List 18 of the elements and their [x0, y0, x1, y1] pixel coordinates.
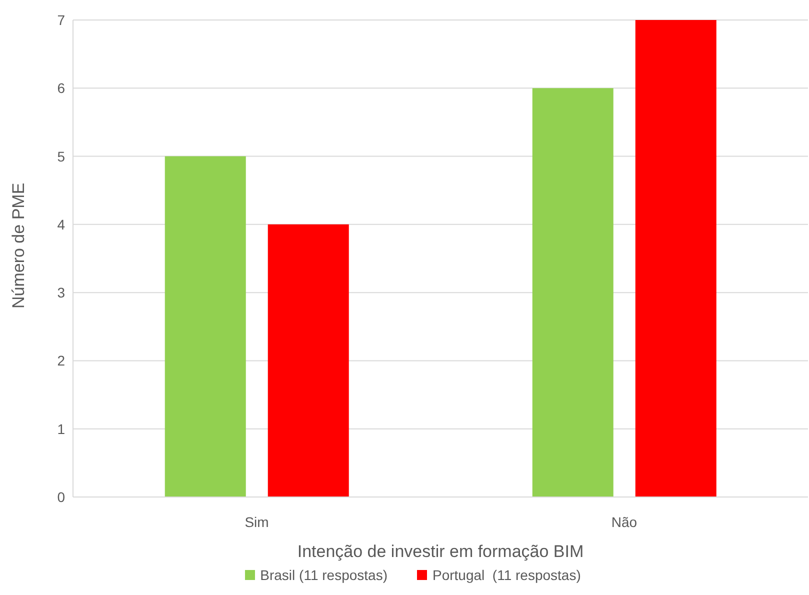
- y-tick-label: 6: [57, 80, 66, 96]
- y-tick-label: 4: [57, 216, 66, 232]
- bar: [164, 156, 246, 497]
- bar: [635, 20, 716, 497]
- y-axis-title: Número de PME: [9, 182, 28, 308]
- x-tick-label: Não: [611, 514, 638, 530]
- y-tick-label: 5: [57, 148, 66, 164]
- y-tick-label: 3: [57, 284, 66, 301]
- legend-label: Brasil (11 respostas): [259, 567, 388, 583]
- x-axis-title: Intenção de investir em formação BIM: [297, 542, 584, 561]
- y-tick-label: 2: [57, 352, 66, 369]
- bar: [268, 224, 349, 497]
- legend-label: Portugal (11 respostas): [431, 567, 581, 583]
- bar: [532, 88, 614, 497]
- y-tick-label: 1: [57, 420, 66, 437]
- x-tick-label: Sim: [244, 514, 269, 530]
- y-tick-label: 7: [57, 12, 66, 28]
- y-tick-label: 0: [57, 488, 66, 505]
